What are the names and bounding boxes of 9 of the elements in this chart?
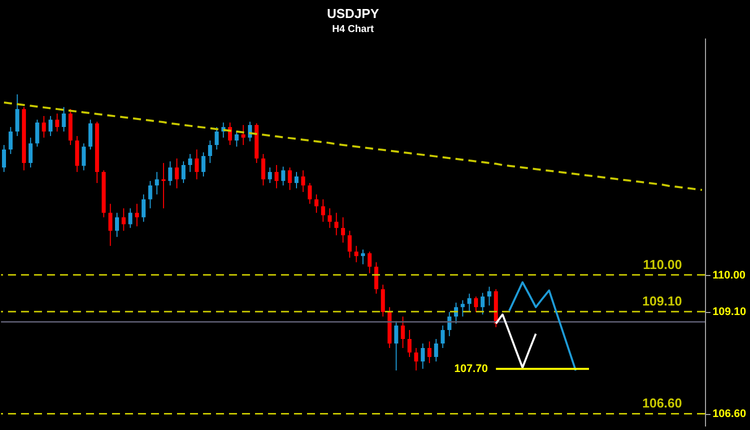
ref-line-label: 109.10 <box>712 306 746 318</box>
y-tick-label: 106.60 <box>642 396 682 411</box>
y-tick-label: 110.00 <box>642 256 682 272</box>
ref-line-label: 106.60 <box>712 408 746 420</box>
chart-title: USDJPY <box>326 6 380 21</box>
y-tick-label: 109.10 <box>642 294 682 309</box>
chart-subtitle: H4 Chart <box>332 24 374 35</box>
annotation: 107.70 <box>454 362 488 375</box>
ref-line-label: 110.00 <box>712 269 746 282</box>
